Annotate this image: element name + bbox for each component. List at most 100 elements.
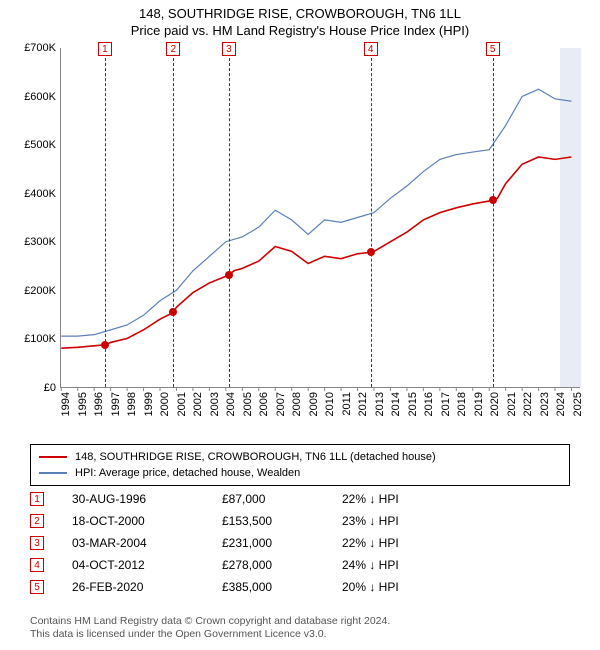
y-tick-label: £600K bbox=[24, 91, 56, 103]
event-dot bbox=[367, 248, 375, 256]
y-tick-label: £0 bbox=[44, 382, 56, 394]
legend: 148, SOUTHRIDGE RISE, CROWBOROUGH, TN6 1… bbox=[30, 444, 570, 486]
row-date: 04-OCT-2012 bbox=[72, 558, 222, 572]
x-tick-label: 2019 bbox=[473, 392, 485, 416]
x-tick-label: 1995 bbox=[77, 392, 89, 416]
series-price_paid bbox=[61, 157, 571, 348]
x-tick-label: 2004 bbox=[225, 392, 237, 416]
x-tick-label: 2013 bbox=[374, 392, 386, 416]
x-tick-label: 2002 bbox=[192, 392, 204, 416]
x-tick-label: 2017 bbox=[440, 392, 452, 416]
x-tick-label: 2006 bbox=[258, 392, 270, 416]
event-marker: 2 bbox=[166, 42, 180, 56]
legend-label: 148, SOUTHRIDGE RISE, CROWBOROUGH, TN6 1… bbox=[75, 451, 436, 463]
x-tick-label: 2005 bbox=[242, 392, 254, 416]
row-price: £385,000 bbox=[222, 580, 342, 594]
footer-line-2: This data is licensed under the Open Gov… bbox=[30, 628, 390, 642]
legend-item: HPI: Average price, detached house, Weal… bbox=[39, 465, 561, 481]
page: 148, SOUTHRIDGE RISE, CROWBOROUGH, TN6 1… bbox=[0, 0, 600, 650]
event-dot bbox=[169, 308, 177, 316]
plot-area: 12345 bbox=[60, 48, 580, 388]
events-table: 130-AUG-1996£87,00022% ↓ HPI218-OCT-2000… bbox=[30, 488, 570, 598]
x-tick-label: 2003 bbox=[209, 392, 221, 416]
table-row: 5 26-FEB-2020£385,00020% ↓ HPI bbox=[30, 576, 570, 598]
event-line bbox=[105, 48, 106, 387]
y-tick-label: £100K bbox=[24, 333, 56, 345]
y-tick-label: £500K bbox=[24, 139, 56, 151]
row-price: £278,000 bbox=[222, 558, 342, 572]
table-row: 1 30-AUG-1996£87,00022% ↓ HPI bbox=[30, 488, 570, 510]
x-tick-label: 2020 bbox=[489, 392, 501, 416]
row-date: 18-OCT-2000 bbox=[72, 514, 222, 528]
title-address: 148, SOUTHRIDGE RISE, CROWBOROUGH, TN6 1… bbox=[0, 6, 600, 21]
legend-swatch bbox=[39, 456, 67, 458]
event-dot bbox=[101, 341, 109, 349]
x-tick-label: 2015 bbox=[407, 392, 419, 416]
legend-item: 148, SOUTHRIDGE RISE, CROWBOROUGH, TN6 1… bbox=[39, 449, 561, 465]
row-pct: 23% ↓ HPI bbox=[342, 514, 462, 528]
event-marker: 1 bbox=[98, 42, 112, 56]
x-tick-label: 2018 bbox=[456, 392, 468, 416]
chart: £0£100K£200K£300K£400K£500K£600K£700K 12… bbox=[8, 48, 592, 438]
x-tick-label: 2007 bbox=[275, 392, 287, 416]
event-dot bbox=[225, 271, 233, 279]
x-tick-label: 2012 bbox=[357, 392, 369, 416]
event-line bbox=[371, 48, 372, 387]
y-tick-label: £200K bbox=[24, 285, 56, 297]
event-marker: 3 bbox=[222, 42, 236, 56]
row-price: £87,000 bbox=[222, 492, 342, 506]
y-tick-label: £400K bbox=[24, 188, 56, 200]
x-tick-label: 1998 bbox=[126, 392, 138, 416]
x-tick-label: 2009 bbox=[308, 392, 320, 416]
title-block: 148, SOUTHRIDGE RISE, CROWBOROUGH, TN6 1… bbox=[0, 0, 600, 38]
x-tick-label: 2000 bbox=[159, 392, 171, 416]
x-tick-label: 2016 bbox=[423, 392, 435, 416]
y-axis-labels: £0£100K£200K£300K£400K£500K£600K£700K bbox=[8, 48, 60, 388]
chart-lines bbox=[61, 48, 580, 387]
row-date: 26-FEB-2020 bbox=[72, 580, 222, 594]
row-marker: 4 bbox=[30, 558, 44, 572]
table-row: 4 04-OCT-2012£278,00024% ↓ HPI bbox=[30, 554, 570, 576]
table-row: 3 03-MAR-2004£231,00022% ↓ HPI bbox=[30, 532, 570, 554]
event-marker: 5 bbox=[486, 42, 500, 56]
row-marker: 5 bbox=[30, 580, 44, 594]
event-line bbox=[493, 48, 494, 387]
footer-line-1: Contains HM Land Registry data © Crown c… bbox=[30, 615, 390, 629]
row-pct: 24% ↓ HPI bbox=[342, 558, 462, 572]
x-tick-label: 2024 bbox=[555, 392, 567, 416]
row-price: £231,000 bbox=[222, 536, 342, 550]
row-price: £153,500 bbox=[222, 514, 342, 528]
row-date: 03-MAR-2004 bbox=[72, 536, 222, 550]
table-row: 2 18-OCT-2000£153,50023% ↓ HPI bbox=[30, 510, 570, 532]
row-pct: 22% ↓ HPI bbox=[342, 536, 462, 550]
x-tick-label: 1997 bbox=[110, 392, 122, 416]
event-dot bbox=[489, 196, 497, 204]
x-tick-label: 2021 bbox=[506, 392, 518, 416]
x-axis-labels: 1994199519961997199819992000200120022003… bbox=[60, 392, 580, 438]
x-tick-label: 1994 bbox=[60, 392, 72, 416]
x-tick-label: 1999 bbox=[143, 392, 155, 416]
legend-label: HPI: Average price, detached house, Weal… bbox=[75, 467, 300, 479]
x-tick-label: 2001 bbox=[176, 392, 188, 416]
y-tick-label: £300K bbox=[24, 236, 56, 248]
row-date: 30-AUG-1996 bbox=[72, 492, 222, 506]
x-tick-label: 2025 bbox=[572, 392, 584, 416]
event-line bbox=[229, 48, 230, 387]
x-tick-label: 2010 bbox=[324, 392, 336, 416]
event-marker: 4 bbox=[364, 42, 378, 56]
x-tick-label: 2022 bbox=[522, 392, 534, 416]
legend-swatch bbox=[39, 472, 67, 473]
row-marker: 2 bbox=[30, 514, 44, 528]
x-tick-label: 2023 bbox=[539, 392, 551, 416]
y-tick-label: £700K bbox=[24, 42, 56, 54]
x-tick-label: 2014 bbox=[390, 392, 402, 416]
row-marker: 1 bbox=[30, 492, 44, 506]
x-tick-label: 2011 bbox=[341, 392, 353, 416]
row-pct: 22% ↓ HPI bbox=[342, 492, 462, 506]
series-hpi bbox=[61, 89, 571, 336]
footer: Contains HM Land Registry data © Crown c… bbox=[30, 615, 390, 642]
row-marker: 3 bbox=[30, 536, 44, 550]
row-pct: 20% ↓ HPI bbox=[342, 580, 462, 594]
title-subtitle: Price paid vs. HM Land Registry's House … bbox=[0, 23, 600, 38]
event-line bbox=[173, 48, 174, 387]
